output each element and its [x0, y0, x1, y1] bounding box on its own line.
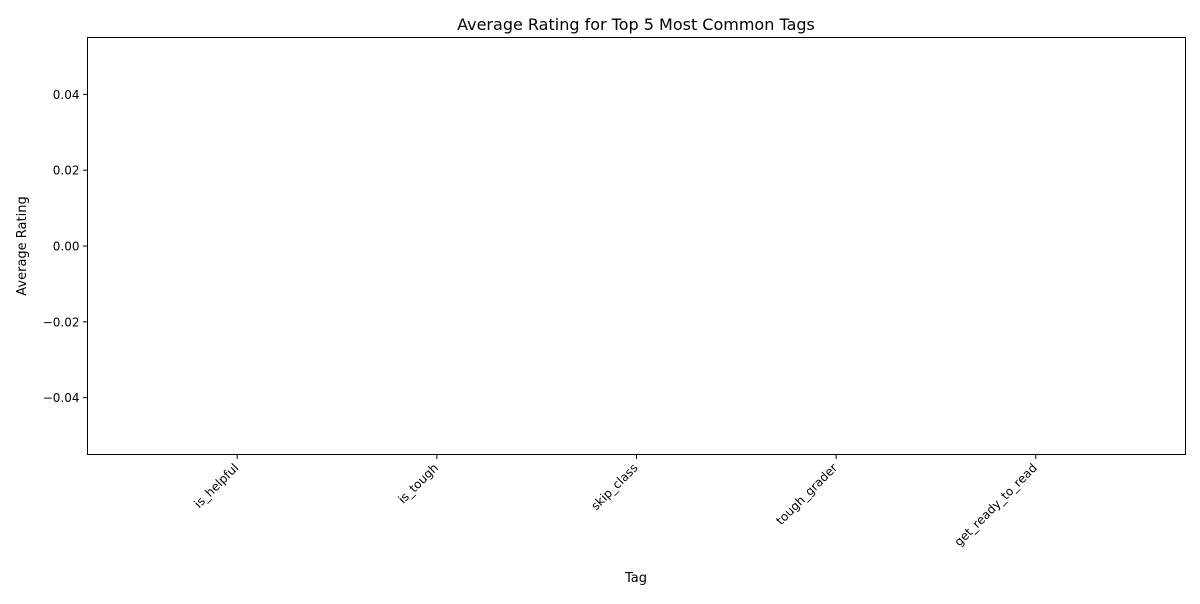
- y-tick-label: −0.02: [43, 315, 80, 329]
- chart-title: Average Rating for Top 5 Most Common Tag…: [457, 15, 815, 34]
- y-axis-label: Average Rating: [15, 196, 30, 295]
- y-tick-label: 0.04: [53, 88, 80, 102]
- y-tick-label: −0.04: [43, 391, 80, 405]
- y-tick-label: 0.00: [53, 240, 80, 254]
- y-tick-label: 0.02: [53, 164, 80, 178]
- x-axis-label: Tag: [624, 571, 647, 586]
- y-axis: −0.04 −0.02 0.00 0.02 0.04: [43, 88, 88, 405]
